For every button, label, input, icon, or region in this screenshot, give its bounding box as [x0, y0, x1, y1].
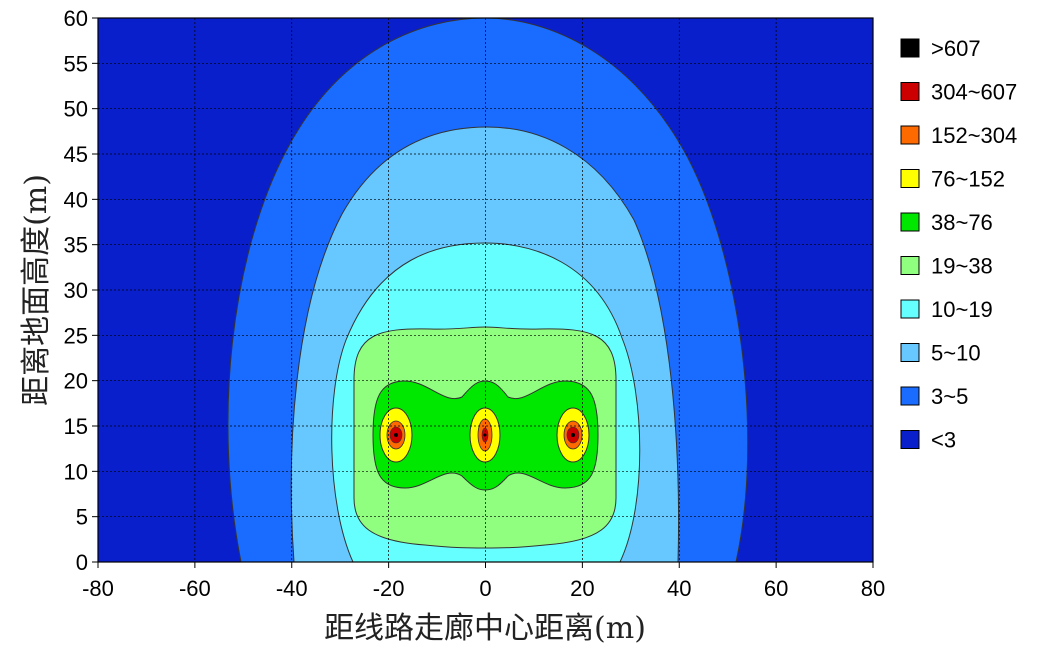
legend-label: 10~19 — [931, 297, 993, 322]
grid — [98, 18, 873, 562]
legend-swatch — [900, 256, 920, 275]
x-tick-label: -60 — [179, 576, 211, 601]
y-tick-label: 25 — [64, 323, 88, 348]
y-tick-label: 60 — [64, 6, 88, 31]
y-axis-title: 距离地面高度(m) — [19, 174, 54, 406]
y-tick-label: 35 — [64, 233, 88, 258]
legend-swatch — [900, 343, 920, 362]
x-tick-label: -20 — [373, 576, 405, 601]
y-tick-label: 55 — [64, 51, 88, 76]
legend-swatch — [900, 212, 920, 232]
legend-label: 76~152 — [931, 167, 1005, 192]
legend: >607 304~607 152~304 76~152 38~76 19~38 10~19 5… — [900, 36, 1017, 453]
x-tick-label: 80 — [861, 576, 885, 601]
legend-label: 19~38 — [931, 254, 993, 279]
legend-swatch — [900, 82, 920, 101]
legend-swatch — [900, 299, 920, 319]
legend-label: 5~10 — [931, 341, 981, 366]
legend-label: 3~5 — [931, 384, 968, 409]
x-axis: -80 -60 -40 -20 0 20 40 60 80 — [82, 562, 885, 601]
legend-label: >607 — [931, 36, 981, 61]
contour-region-gt607-right — [571, 433, 575, 437]
y-tick-label: 45 — [64, 142, 88, 167]
legend-swatch — [900, 38, 920, 58]
y-tick-label: 20 — [64, 369, 88, 394]
x-tick-label: 60 — [764, 576, 788, 601]
y-tick-label: 5 — [76, 505, 88, 530]
legend-swatch — [900, 386, 920, 406]
x-tick-label: -80 — [82, 576, 114, 601]
x-tick-label: 20 — [570, 576, 594, 601]
legend-label: 304~607 — [931, 80, 1017, 105]
legend-label: 38~76 — [931, 210, 993, 235]
y-tick-label: 0 — [76, 550, 88, 575]
x-tick-label: 40 — [667, 576, 691, 601]
contour-region-gt607-left — [394, 433, 398, 437]
legend-swatch — [900, 169, 920, 188]
y-tick-label: 10 — [64, 459, 88, 484]
y-tick-label: 30 — [64, 278, 88, 303]
y-tick-label: 15 — [64, 414, 88, 439]
legend-swatch — [900, 430, 920, 449]
y-tick-label: 50 — [64, 97, 88, 122]
y-axis: 0 5 10 15 20 25 30 35 40 45 50 55 60 — [64, 6, 98, 575]
legend-label: 152~304 — [931, 123, 1017, 148]
contour-region-gt607-center — [483, 433, 487, 437]
x-tick-label: 0 — [479, 576, 491, 601]
y-tick-label: 40 — [64, 187, 88, 212]
legend-swatch — [900, 125, 920, 145]
legend-label: <3 — [931, 428, 956, 453]
x-tick-label: -40 — [276, 576, 308, 601]
x-axis-title: 距线路走廊中心距离(m) — [324, 611, 646, 646]
